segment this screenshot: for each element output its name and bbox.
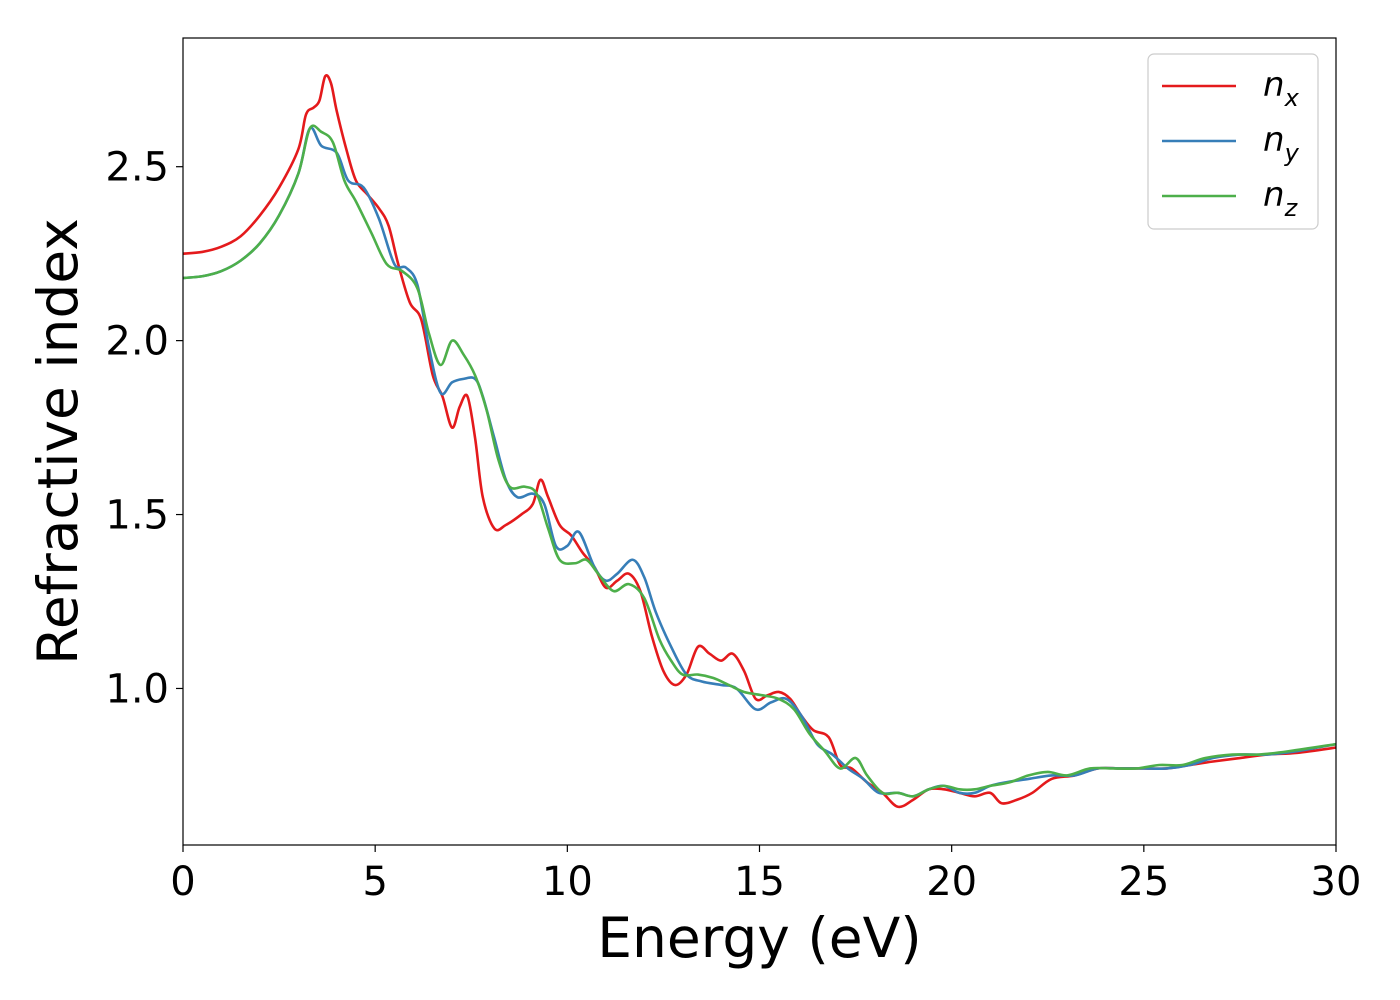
- y-tick-label: 1.5: [105, 493, 169, 539]
- x-axis-ticks: 0 5 10 15 20 25 30: [170, 845, 1361, 905]
- series-layer: [183, 74, 1336, 809]
- y-tick-label: 2.0: [105, 319, 169, 365]
- legend: nx ny nz: [1147, 53, 1319, 230]
- series-line-y: [183, 126, 1336, 798]
- x-tick-label: 25: [1118, 859, 1169, 905]
- y-tick-label: 1.0: [105, 666, 169, 712]
- x-tick-label: 5: [362, 859, 387, 905]
- legend-label-z: nz: [1263, 175, 1299, 222]
- x-tick-label: 0: [170, 859, 195, 905]
- x-tick-label: 15: [734, 859, 785, 905]
- x-tick-label: 20: [926, 859, 977, 905]
- legend-label-y: ny: [1263, 120, 1300, 167]
- y-axis-ticks: 1.0 1.5 2.0 2.5: [105, 145, 183, 712]
- legend-label-x: nx: [1263, 65, 1300, 112]
- y-axis-label: Refractive index: [26, 218, 90, 665]
- x-tick-label: 30: [1311, 859, 1362, 905]
- series-line-z: [183, 124, 1336, 798]
- series-line-x: [183, 74, 1336, 809]
- y-tick-label: 2.5: [105, 145, 169, 191]
- x-axis-label: Energy (eV): [597, 906, 921, 970]
- x-tick-label: 10: [542, 859, 593, 905]
